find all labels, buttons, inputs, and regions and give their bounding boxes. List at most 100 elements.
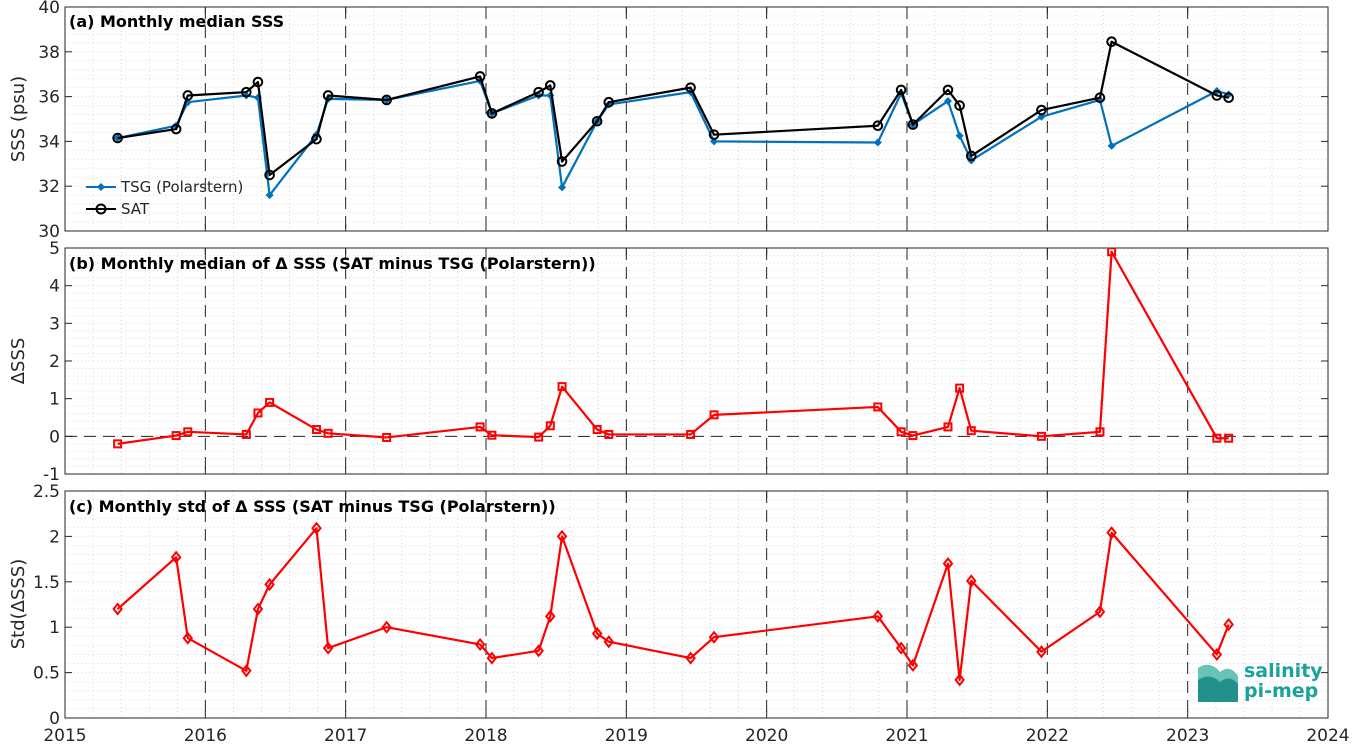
x-tick-label: 2022 [1026,726,1069,745]
data-point [1106,526,1117,540]
data-point [533,86,544,98]
data-point [475,422,485,432]
legend-sat-label: SAT [121,200,150,218]
data-point [241,664,252,678]
data-point [955,131,964,140]
x-tick-label: 2021 [885,726,928,745]
y-tick-label: 38 [38,43,60,63]
data-point [965,574,977,588]
data-point [265,191,274,200]
data-point [1107,141,1116,150]
data-point [872,609,884,623]
legend-sat-marker [95,203,107,215]
data-point [954,673,965,687]
data-point [895,84,907,96]
y-tick-label: 32 [38,177,60,197]
panel-a-title: (a) Monthly median SSS [69,12,284,31]
data-point [1224,433,1234,443]
data-point [942,84,954,96]
data-point [322,641,334,655]
data-point [1212,433,1222,443]
data-point [603,635,615,649]
data-point [170,550,182,564]
y-tick-label: 2 [49,527,60,547]
data-point [474,637,486,652]
data-point [1211,90,1223,101]
data-point [1095,427,1105,437]
data-point [182,90,194,101]
y-tick-label: 40 [38,0,60,18]
y-tick-label: 5 [49,239,60,259]
data-point [556,529,568,544]
y-tick-label: 1 [49,390,60,410]
data-point [592,425,602,435]
data-point [170,123,182,135]
data-point [1036,104,1047,116]
panel-c-ylabel: Std(ΔSSS) [8,559,29,650]
series-layer [113,248,1234,449]
data-point [604,429,614,439]
salinity-pi-mep-logo: salinity pi-mep [1198,660,1323,702]
data-point [474,71,486,82]
y-tick-label: 2.5 [33,482,60,502]
data-point [907,119,919,130]
data-point [558,183,567,192]
data-point [556,156,568,167]
data-point [311,425,321,435]
data-point [1094,605,1106,619]
x-tick-label: 2016 [184,726,227,745]
panel-b: -1 0 1 2 3 4 5 [43,239,1329,485]
data-point [534,432,544,442]
legend-tsg-marker [97,183,105,191]
logo-line2: pi-mep [1244,680,1318,702]
x-tick-label: 2020 [745,726,788,745]
series-layer [112,521,1234,687]
data-point [907,658,919,672]
data-point [896,427,906,437]
data-point [603,96,615,108]
data-point [954,100,965,111]
x-tick-label: 2018 [464,726,507,745]
y-tick-label: 3 [49,314,60,334]
data-point [112,602,123,616]
data-point [943,422,953,432]
y-tick-label: 2 [49,352,60,372]
y-tick-label: 34 [38,132,60,152]
data-point [381,620,392,634]
series-line-delta [117,250,1229,445]
data-point [942,557,954,571]
panel-c-title: (c) Monthly std of Δ SSS (SAT minus TSG … [69,497,556,516]
data-point [253,408,263,418]
data-point [382,432,392,442]
x-tick-label: 2015 [43,726,86,745]
data-point [873,138,882,147]
data-point [252,602,264,616]
data-point [895,641,907,655]
legend: TSG (Polarstern) SAT [86,178,243,218]
data-point [1036,431,1046,441]
series-line-delta [116,527,1230,681]
data-point [486,108,498,119]
panel-b-title: (b) Monthly median of Δ SSS (SAT minus T… [69,254,596,273]
data-point [591,115,603,127]
data-point [1094,92,1106,104]
y-tick-label: 4 [49,277,60,297]
data-point [171,431,181,441]
data-point [241,429,251,439]
data-point [1211,647,1223,662]
data-point [264,577,275,592]
data-point [708,129,720,140]
data-point [685,82,696,93]
y-tick-label: 30 [38,222,60,242]
data-point [872,120,884,132]
legend-tsg-label: TSG (Polarstern) [120,178,243,196]
data-point [544,80,556,91]
series-line-tsg [117,79,1229,197]
x-tick-label: 2024 [1306,726,1349,745]
data-point [182,631,194,645]
data-point [965,150,977,162]
axes-box [64,6,1329,232]
data-point [381,94,392,106]
data-point [183,427,193,437]
